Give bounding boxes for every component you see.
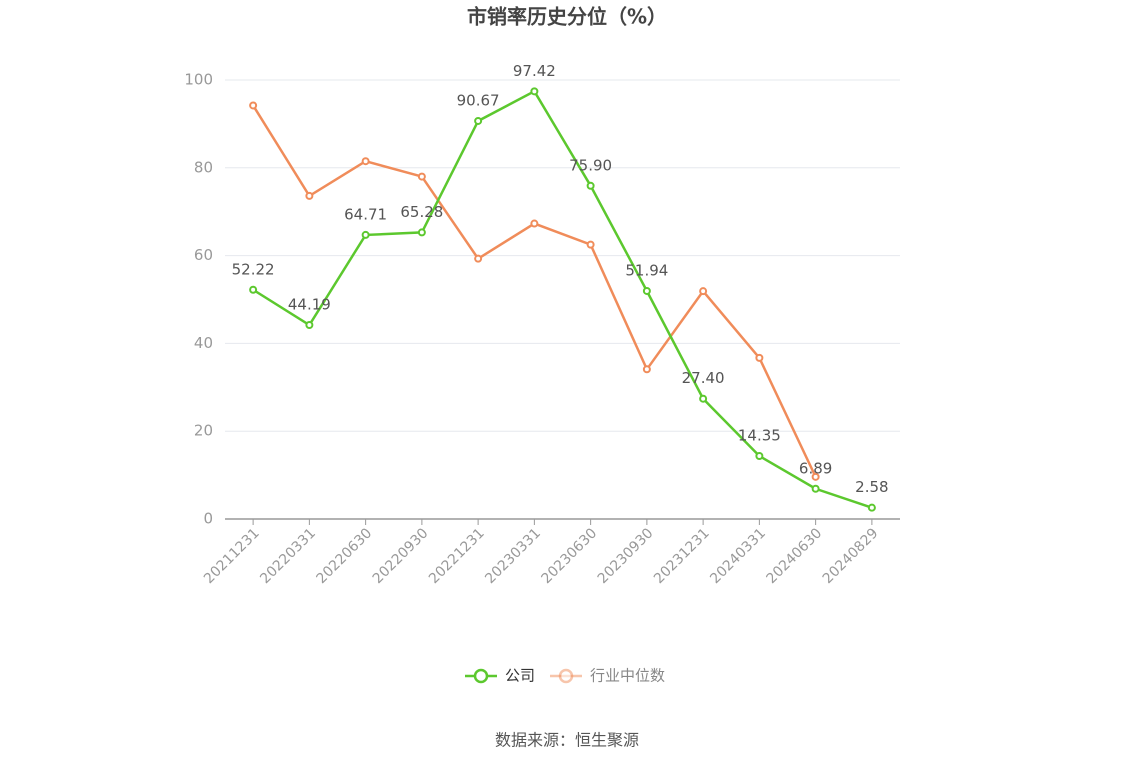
point	[474, 116, 483, 125]
point	[867, 503, 876, 512]
y-tick-label: 80	[194, 158, 213, 176]
y-tick-label: 40	[194, 334, 213, 352]
x-tick-label: 20220930	[370, 525, 432, 587]
point	[642, 286, 651, 295]
point	[417, 228, 426, 237]
point	[811, 472, 820, 481]
point	[586, 181, 595, 190]
legend-marker	[558, 668, 574, 684]
data-label: 52.22	[232, 260, 275, 278]
data-label: 44.19	[288, 296, 331, 314]
legend-label: 公司	[505, 667, 535, 685]
data-label: 64.71	[344, 205, 387, 223]
x-tick-label: 20230331	[482, 525, 544, 587]
x-tick-label: 20220630	[314, 525, 376, 587]
point	[755, 452, 764, 461]
point	[755, 353, 764, 362]
legend-marker	[473, 668, 489, 684]
point	[249, 285, 258, 294]
data-label: 2.58	[855, 478, 888, 496]
point	[530, 87, 539, 96]
point	[305, 191, 314, 200]
point	[474, 254, 483, 263]
point	[361, 157, 370, 166]
point	[811, 484, 820, 493]
legend-label: 行业中位数	[590, 667, 665, 685]
point	[249, 101, 258, 110]
data-label: 97.42	[513, 62, 556, 80]
y-tick-label: 20	[194, 422, 213, 440]
point	[642, 365, 651, 374]
x-tick-label: 20221231	[426, 525, 488, 587]
point	[586, 240, 595, 249]
x-tick-label: 20211231	[201, 525, 263, 587]
source: 数据来源：恒生聚源	[495, 731, 639, 750]
series-line	[252, 89, 873, 509]
point	[305, 321, 314, 330]
y-tick-label: 60	[194, 246, 213, 264]
chart-title: 市销率历史分位（%）	[467, 5, 667, 29]
series-line	[252, 104, 817, 478]
data-label: 90.67	[457, 91, 500, 109]
x-tick-label: 20230630	[539, 525, 601, 587]
point	[417, 172, 426, 181]
x-tick-label: 20240331	[707, 525, 769, 587]
x-tick-label: 20231231	[651, 525, 713, 587]
x-tick-label: 20240829	[820, 525, 882, 587]
data-label: 14.35	[738, 427, 781, 445]
y-tick-label: 100	[184, 71, 213, 89]
y-tick-label: 0	[203, 510, 213, 528]
point	[361, 230, 370, 239]
point	[699, 394, 708, 403]
data-label: 6.89	[799, 459, 832, 477]
x-tick-label: 20230930	[595, 525, 657, 587]
x-tick-label: 20220331	[257, 525, 319, 587]
data-label: 27.40	[682, 369, 725, 387]
point	[699, 287, 708, 296]
x-tick-label: 20240630	[764, 525, 826, 587]
data-label: 51.94	[625, 261, 668, 279]
data-label: 65.28	[400, 203, 443, 221]
point	[530, 219, 539, 228]
data-label: 75.90	[569, 156, 612, 174]
